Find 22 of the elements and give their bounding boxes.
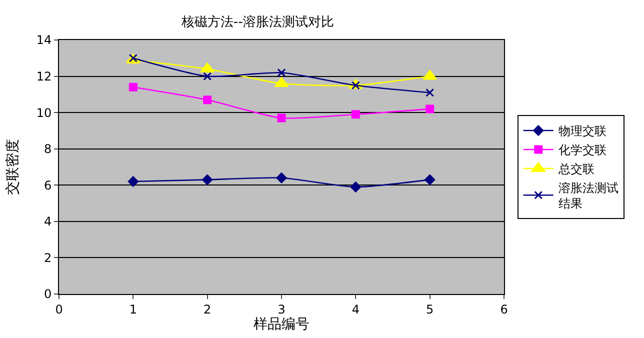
y-tick-label: 8 — [44, 142, 52, 156]
chart-title: 核磁方法--溶胀法测试对比 — [180, 14, 334, 30]
y-tick-label: 6 — [44, 178, 52, 192]
y-tick-label: 12 — [36, 69, 52, 84]
y-axis-title: 交联密度 — [4, 139, 21, 195]
x-tick-label: 4 — [352, 302, 360, 316]
y-tick-label: 10 — [36, 106, 52, 120]
legend-label: 总交联 — [557, 162, 594, 176]
x-tick-label: 2 — [204, 302, 212, 316]
y-tick-label: 14 — [36, 33, 52, 48]
x-tick-label: 5 — [426, 302, 434, 316]
legend-label: 化学交联 — [558, 143, 606, 158]
y-tick-label: 4 — [44, 214, 52, 229]
y-tick-label: 2 — [44, 250, 52, 265]
y-tick-label: 0 — [44, 287, 52, 302]
legend-label: 溶胀法测试结果 — [558, 180, 618, 211]
x-tick-label: 6 — [500, 302, 508, 316]
x-tick-label: 3 — [278, 302, 286, 316]
x-axis-title: 样品编号 — [254, 316, 310, 332]
legend-label: 物理交联 — [558, 124, 606, 138]
x-tick-label: 1 — [129, 302, 137, 316]
x-tick-label: 0 — [55, 302, 63, 316]
